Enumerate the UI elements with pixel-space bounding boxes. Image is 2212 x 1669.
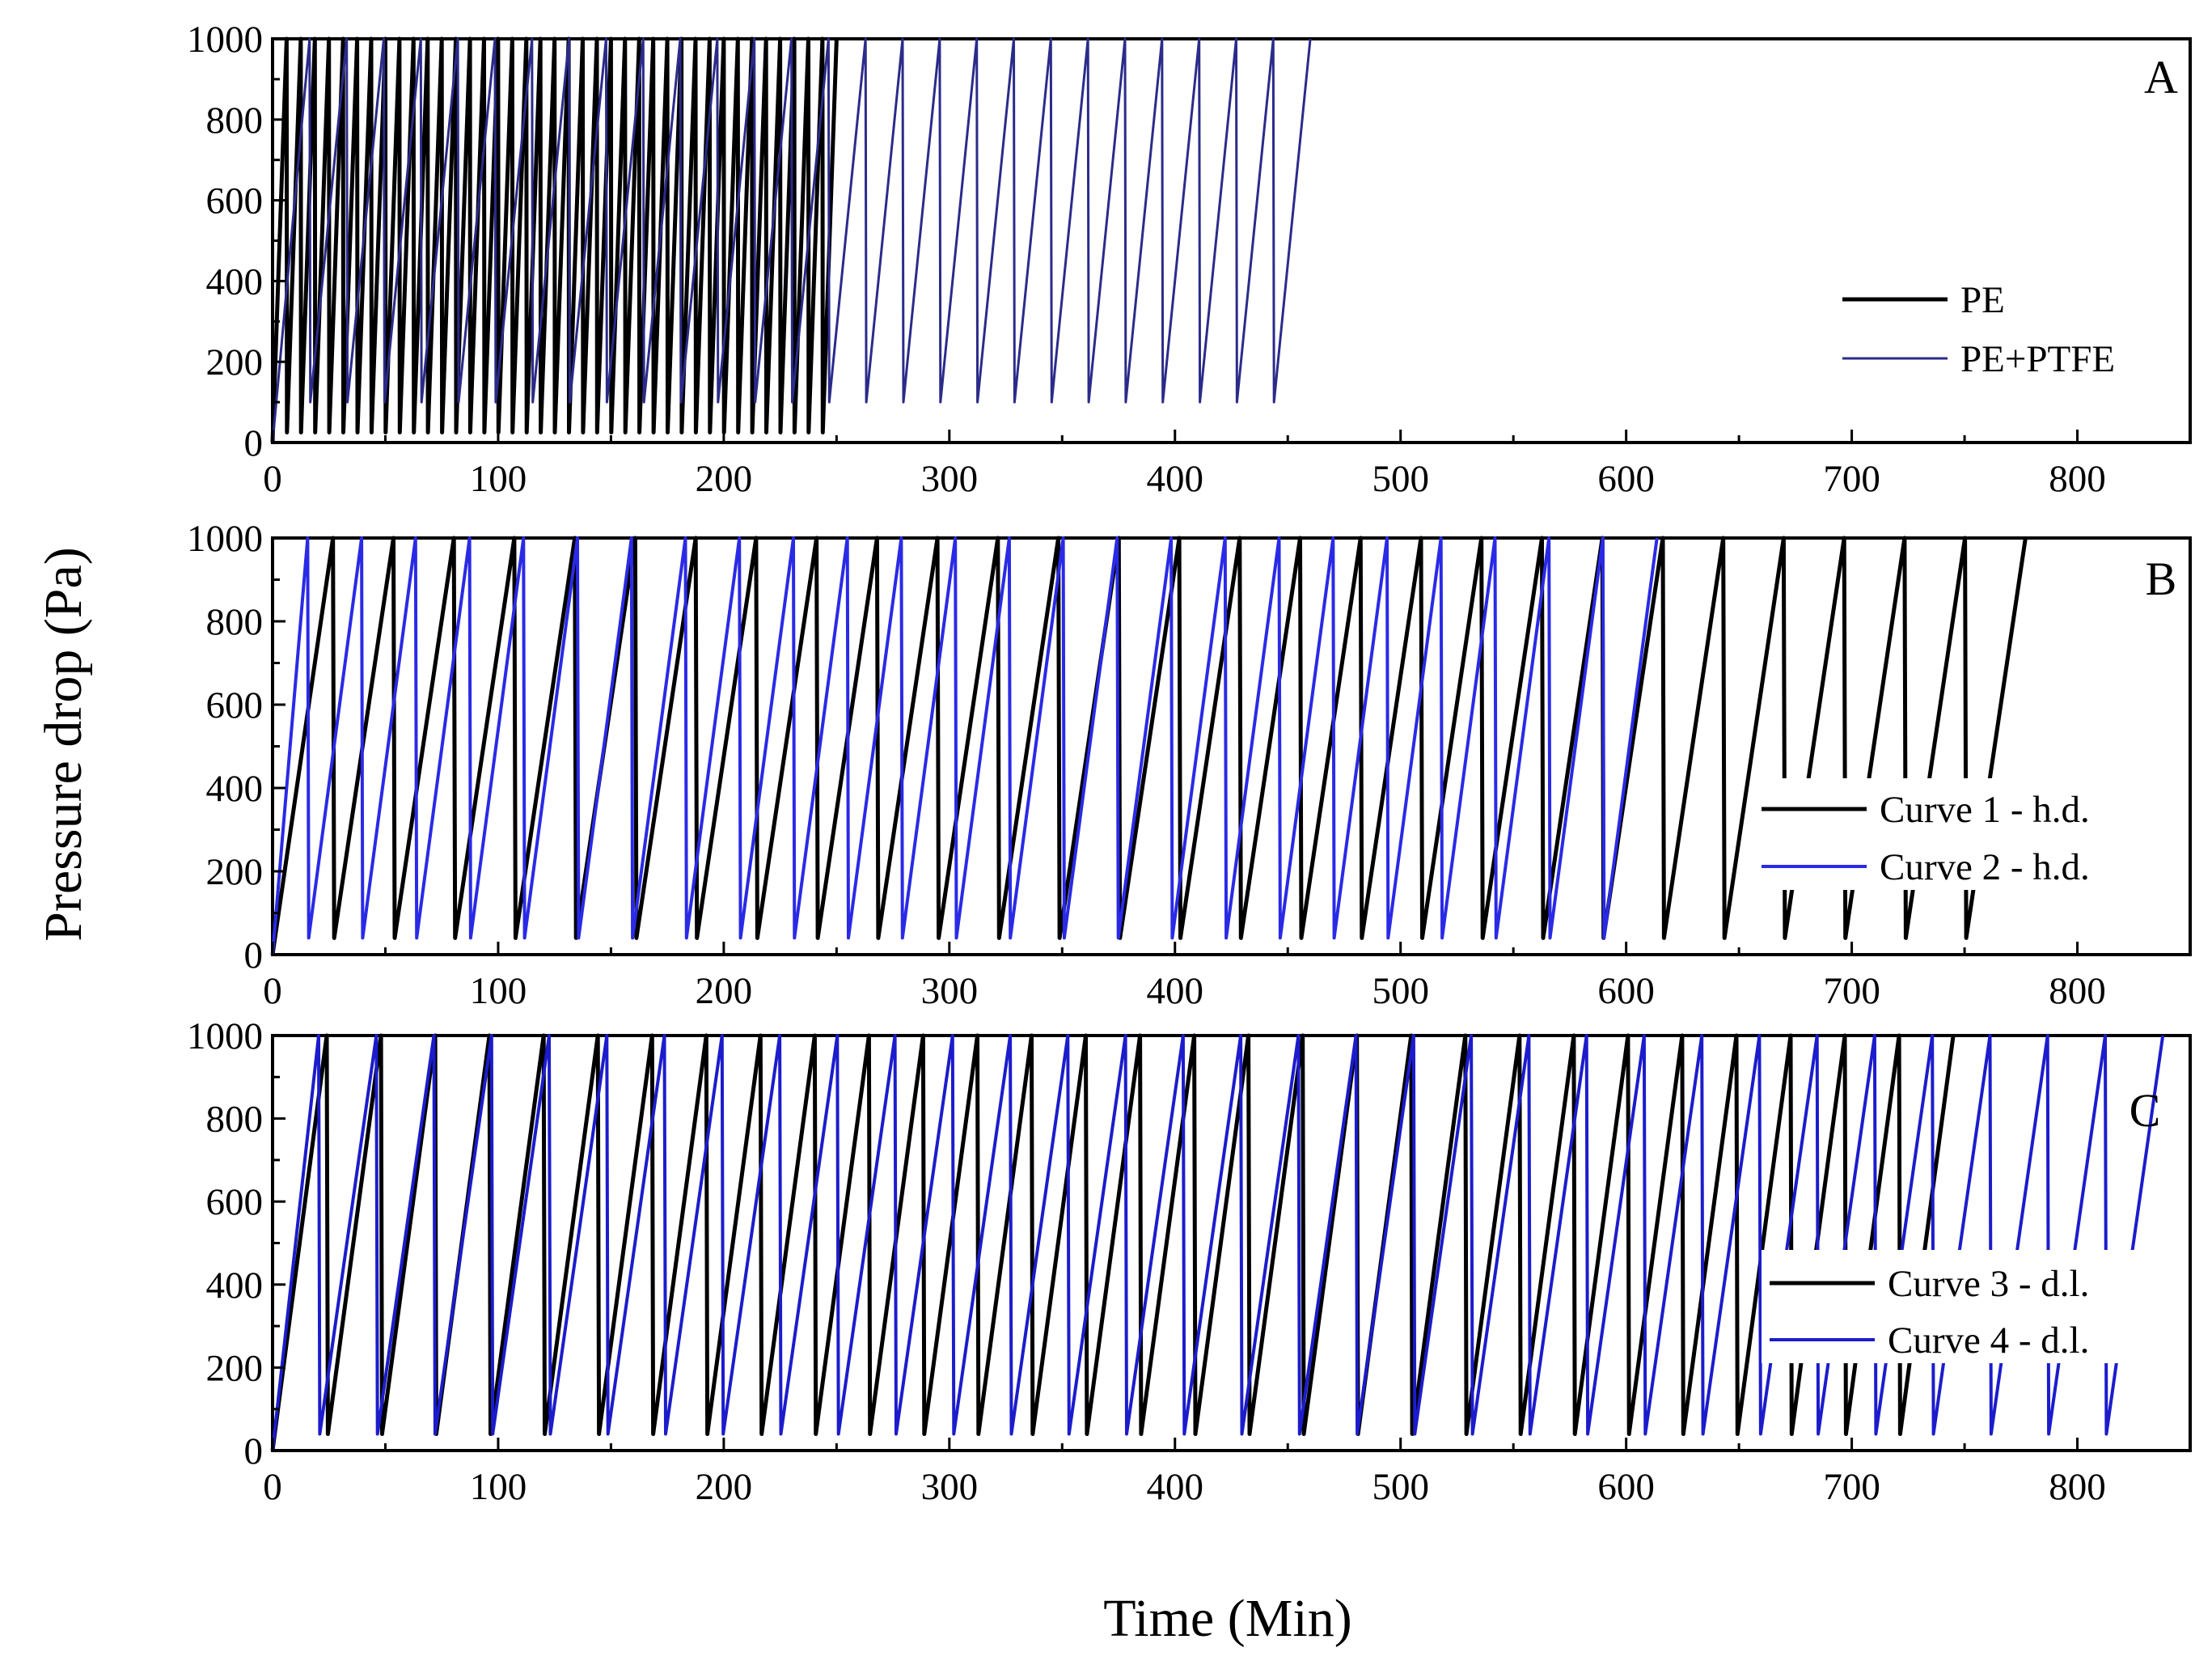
legend-label-curve-4: Curve 4 - d.l.	[1888, 1320, 2089, 1362]
panel-c-x-tick-label: 500	[1372, 1466, 1429, 1508]
panel-a-legend: PE PE+PTFE	[1842, 279, 2115, 380]
panel-c-y-tick-label: 0	[244, 1430, 264, 1472]
legend-label-curve-2: Curve 2 - h.d.	[1880, 846, 2090, 888]
panel-b-x-tick-label: 0	[263, 970, 282, 1012]
panel-a-y-tick-label: 200	[206, 341, 264, 383]
panel-c-x-tick-label: 800	[2049, 1466, 2106, 1508]
legend-label-pe: PE	[1960, 279, 2005, 321]
panel-a-letter: A	[2144, 51, 2178, 104]
panel-c-y-tick-label: 200	[206, 1347, 264, 1389]
panel-c-legend: Curve 3 - d.l. Curve 4 - d.l.	[1762, 1250, 2166, 1363]
panel-a-x-tick-label: 200	[696, 458, 753, 500]
panel-c-x-tick-label: 600	[1597, 1466, 1655, 1508]
panel-a-y-tick-label: 0	[244, 422, 264, 464]
panel-c-y-tick-label: 800	[206, 1099, 264, 1141]
panel-b-y-tick-label: 1000	[187, 518, 263, 560]
panel-b-x-tick-label: 300	[921, 970, 979, 1012]
panel-a-x-tick-label: 800	[2049, 458, 2106, 500]
panel-c: 0 100 200 300 400 500 600 700 800 0 200 400 600 800 10…	[187, 1015, 2192, 1508]
panel-b-x-tick-label: 100	[470, 970, 527, 1012]
y-axis-title: Pressure drop (Pa)	[34, 547, 93, 942]
panel-a-x-tick-label: 600	[1597, 458, 1655, 500]
panel-a-x-tick-label: 400	[1147, 458, 1204, 500]
panel-b-x-tick-label: 600	[1597, 970, 1655, 1012]
panel-a-x-tick-label: 700	[1823, 458, 1880, 500]
panel-b-y-tick-label: 600	[206, 684, 264, 726]
series-line-curve-1-h-d	[270, 536, 2028, 955]
panel-c-x-tick-label: 700	[1823, 1466, 1880, 1508]
panel-b: 0 100 200 300 400 500 600 700 800 0 200 400 600 800 10…	[187, 518, 2192, 1012]
panel-b-x-tick-label: 500	[1372, 970, 1429, 1012]
panel-c-x-tick-label: 400	[1147, 1466, 1204, 1508]
series-line-curve-2-h-d	[271, 536, 1659, 955]
panel-a-y-tick-label: 800	[206, 100, 264, 142]
panel-a-x-tick-label: 0	[263, 458, 282, 500]
panel-c-x-tick-label: 100	[470, 1466, 527, 1508]
panel-b-legend-box	[1753, 778, 2158, 890]
series-line-pe-ptfe	[271, 37, 1312, 443]
panel-b-y-tick-label: 0	[244, 934, 264, 976]
panel-a-x-tick-label: 500	[1372, 458, 1429, 500]
panel-c-y-tick-label: 400	[206, 1264, 264, 1307]
panel-c-y-tick-label: 600	[206, 1181, 264, 1223]
legend-label-pe-ptfe: PE+PTFE	[1960, 338, 2115, 380]
panel-b-x-tick-label: 800	[2049, 970, 2106, 1012]
panel-a-x-tick-label: 300	[921, 458, 979, 500]
series-line-pe	[270, 36, 839, 443]
legend-label-curve-1: Curve 1 - h.d.	[1880, 789, 2090, 831]
panel-c-letter: C	[2130, 1084, 2161, 1137]
panel-b-letter: B	[2146, 553, 2177, 605]
series-line-curve-3-d-l	[270, 1033, 1956, 1451]
panel-a-y-tick-label: 1000	[187, 19, 263, 61]
panel-b-x-tick-label: 700	[1823, 970, 1880, 1012]
panel-c-x-tick-label: 200	[696, 1466, 753, 1508]
panel-b-x-tick-label: 400	[1147, 970, 1204, 1012]
panel-b-y-tick-label: 400	[206, 768, 264, 810]
panel-b-y-tick-label: 200	[206, 851, 264, 893]
panel-a-y-tick-label: 600	[206, 180, 264, 222]
panel-c-y-tick-label: 1000	[187, 1015, 263, 1057]
panel-c-x-tick-label: 0	[263, 1466, 282, 1508]
panel-c-x-tick-label: 300	[921, 1466, 979, 1508]
panel-b-legend: Curve 1 - h.d. Curve 2 - h.d.	[1753, 778, 2158, 890]
panel-b-x-tick-label: 200	[696, 970, 753, 1012]
legend-label-curve-3: Curve 3 - d.l.	[1888, 1263, 2089, 1305]
panel-a-y-tick-label: 400	[206, 261, 264, 303]
series-line-curve-4-d-l	[271, 1034, 2165, 1451]
panel-a-x-tick-label: 100	[470, 458, 527, 500]
x-axis-title: Time (Min)	[1103, 1589, 1351, 1648]
panel-c-legend-box	[1762, 1250, 2166, 1363]
panel-a: 0 100 200 300 400 500 600 700 800 0 200 400 600 800 10…	[187, 19, 2192, 500]
panel-b-y-tick-label: 800	[206, 601, 264, 643]
